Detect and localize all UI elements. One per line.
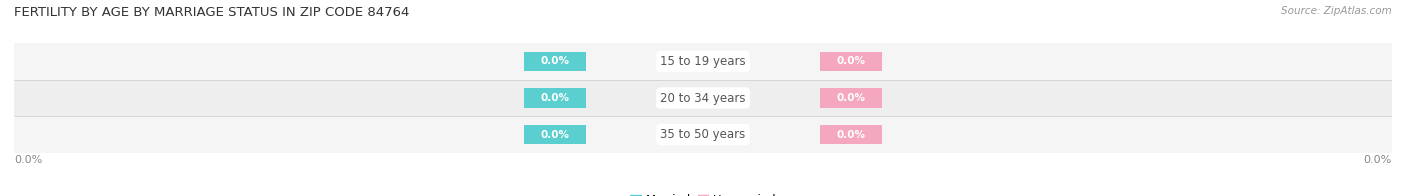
Text: 0.0%: 0.0% bbox=[837, 56, 866, 66]
Text: 0.0%: 0.0% bbox=[837, 130, 866, 140]
Bar bbox=[820, 125, 882, 144]
Text: 15 to 19 years: 15 to 19 years bbox=[661, 55, 745, 68]
Bar bbox=[14, 80, 1392, 116]
Text: 0.0%: 0.0% bbox=[540, 56, 569, 66]
Text: 0.0%: 0.0% bbox=[14, 155, 42, 165]
Legend: Married, Unmarried: Married, Unmarried bbox=[630, 194, 776, 196]
Text: 0.0%: 0.0% bbox=[1364, 155, 1392, 165]
Bar bbox=[820, 88, 882, 108]
Bar bbox=[14, 116, 1392, 153]
Text: 0.0%: 0.0% bbox=[837, 93, 866, 103]
Bar bbox=[524, 125, 586, 144]
Bar bbox=[820, 52, 882, 71]
Text: 20 to 34 years: 20 to 34 years bbox=[661, 92, 745, 104]
Text: 35 to 50 years: 35 to 50 years bbox=[661, 128, 745, 141]
Bar bbox=[524, 52, 586, 71]
Text: 0.0%: 0.0% bbox=[540, 130, 569, 140]
Bar bbox=[524, 88, 586, 108]
Text: FERTILITY BY AGE BY MARRIAGE STATUS IN ZIP CODE 84764: FERTILITY BY AGE BY MARRIAGE STATUS IN Z… bbox=[14, 6, 409, 19]
Text: Source: ZipAtlas.com: Source: ZipAtlas.com bbox=[1281, 6, 1392, 16]
Text: 0.0%: 0.0% bbox=[540, 93, 569, 103]
Bar bbox=[14, 43, 1392, 80]
